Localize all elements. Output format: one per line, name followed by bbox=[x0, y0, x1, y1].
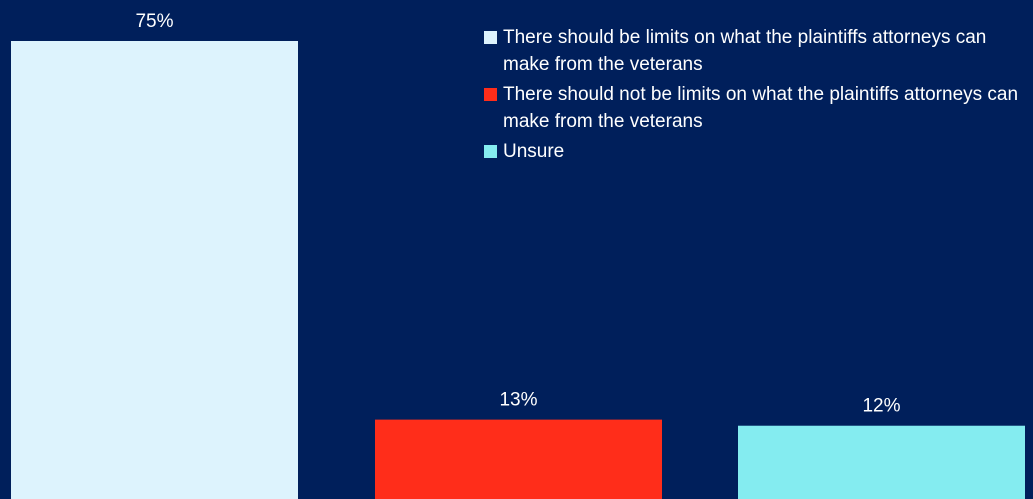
legend-swatch-unsure bbox=[484, 145, 497, 158]
legend-label-no-limits: There should not be limits on what the p… bbox=[503, 81, 1029, 135]
data-label-no-limits: 13% bbox=[499, 390, 537, 411]
data-label-limits: 75% bbox=[135, 11, 173, 32]
bar-unsure bbox=[738, 426, 1025, 499]
legend-label-limits: There should be limits on what the plain… bbox=[503, 24, 1029, 78]
legend-item-unsure: Unsure bbox=[484, 138, 1029, 165]
legend-item-no-limits: There should not be limits on what the p… bbox=[484, 81, 1029, 135]
legend: There should be limits on what the plain… bbox=[484, 24, 1029, 168]
bar-no-limits bbox=[375, 420, 662, 499]
legend-swatch-no-limits bbox=[484, 88, 497, 101]
legend-swatch-limits bbox=[484, 31, 497, 44]
data-label-unsure: 12% bbox=[862, 396, 900, 417]
bar-limits bbox=[11, 41, 298, 499]
legend-item-limits: There should be limits on what the plain… bbox=[484, 24, 1029, 78]
legend-label-unsure: Unsure bbox=[503, 138, 1029, 165]
